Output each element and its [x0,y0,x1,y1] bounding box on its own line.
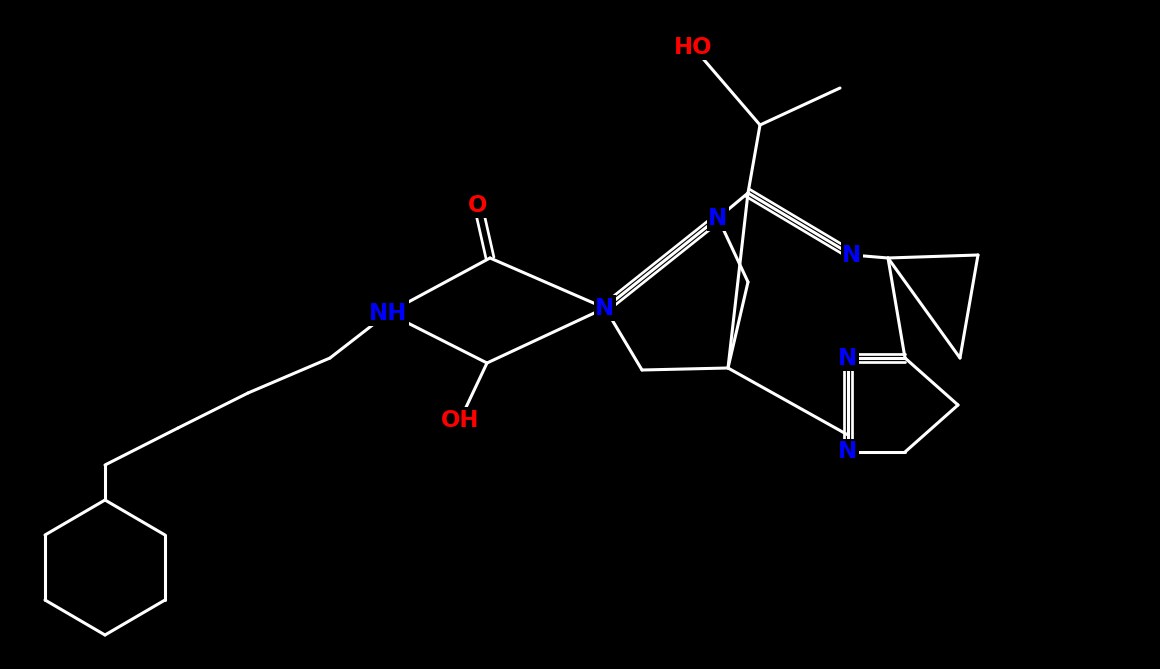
Text: N: N [709,207,727,229]
Text: NH: NH [369,302,407,324]
Text: N: N [595,296,615,320]
Text: O: O [469,193,487,217]
Text: N: N [839,347,857,369]
Text: N: N [842,244,862,266]
Text: OH: OH [441,409,479,432]
Text: HO: HO [674,35,712,58]
Text: N: N [839,440,857,464]
